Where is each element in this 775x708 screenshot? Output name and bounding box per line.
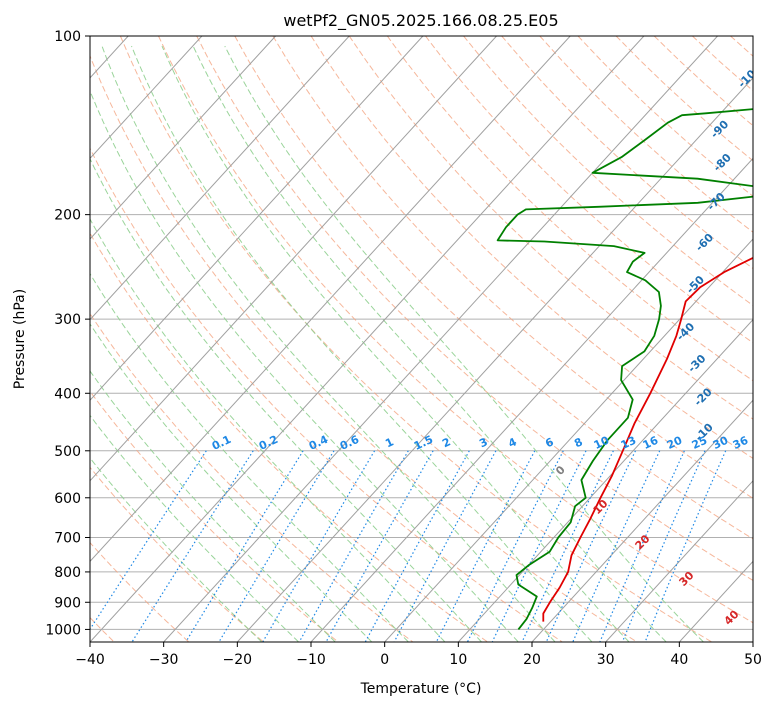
dry-adiabat-line <box>90 54 638 642</box>
y-tick-label: 500 <box>54 444 81 460</box>
y-tick-label: 400 <box>54 386 81 402</box>
x-tick-label: 50 <box>744 652 762 668</box>
y-tick-label: 200 <box>54 208 81 224</box>
y-tick-label: 100 <box>54 29 81 45</box>
axes: −40 −30 −20 −10 0 10 20 30 40 50 100 200 300 400 500 60… <box>45 29 762 668</box>
mixing-ratio-line <box>90 450 207 631</box>
x-tick-label: 10 <box>449 652 467 668</box>
x-tick-label: −20 <box>223 652 253 668</box>
x-tick-label: 30 <box>597 652 615 668</box>
isotherm-line <box>163 36 718 642</box>
x-axis-title: Temperature (°C) <box>360 681 482 697</box>
dry-adiabat-line <box>196 36 753 581</box>
plot-area: -100-90-80-70-60-50-40-30-20-100.1 0.2 0.4… <box>90 36 753 642</box>
isotherm-line <box>90 36 645 642</box>
isotherm-line <box>90 36 276 240</box>
isotherms <box>90 36 753 642</box>
isotherm-line <box>457 318 753 642</box>
moist-adiabat-line <box>90 457 262 642</box>
isotherm-line <box>531 399 753 642</box>
mixing-ratio-line <box>218 450 335 642</box>
mixing-ratio-label: 36 <box>731 434 751 452</box>
mixing-ratio-label: 25 <box>690 434 709 452</box>
mixing-ratio-line <box>393 450 497 642</box>
mixing-ratio-label: 10 <box>592 434 612 452</box>
dry-adiabat-line <box>119 36 712 642</box>
isotherm-line <box>90 36 497 482</box>
dry-adiabat-line <box>386 36 753 382</box>
y-tick-label: 700 <box>54 531 81 547</box>
y-tick-label: 900 <box>54 595 81 611</box>
plot-frame <box>89 35 754 643</box>
isotherm-line <box>90 36 203 160</box>
x-tick-label: 20 <box>523 652 541 668</box>
profile-series <box>496 108 753 630</box>
dry-adiabat-line <box>158 36 753 624</box>
moist-adiabat-line <box>101 45 556 642</box>
y-tick-label: 1000 <box>45 622 81 638</box>
x-tick-label: 40 <box>670 652 688 668</box>
moist-adiabat-line <box>90 323 372 642</box>
mixing-ratio-lines <box>90 450 727 642</box>
x-tick-label: 0 <box>380 652 389 668</box>
temperature-line <box>542 256 753 622</box>
mixing-ratio-line <box>364 450 470 642</box>
isotherm-line <box>90 36 424 401</box>
x-tick-label: −10 <box>296 652 326 668</box>
mixing-ratio-line <box>521 450 614 642</box>
dry-adiabat-line <box>272 36 753 499</box>
moist-adiabat-line <box>224 45 704 642</box>
isotherm-line <box>384 238 753 642</box>
isotherm-line <box>236 77 753 642</box>
dry-adiabat-line <box>90 466 264 642</box>
mixing-ratio-line <box>325 450 434 642</box>
mixing-ratio-line <box>491 450 587 642</box>
isotherm-line <box>310 157 753 642</box>
y-tick-label: 800 <box>54 565 81 581</box>
mixing-ratio-line <box>466 450 564 642</box>
mixing-ratio-line <box>185 450 304 642</box>
mixing-ratio-line <box>435 450 536 642</box>
mixing-ratio-line <box>298 450 409 642</box>
moist-adiabat-line <box>131 45 593 642</box>
moist-adiabats <box>90 45 704 642</box>
mixing-ratio-label: 16 <box>641 434 661 452</box>
chart-title: wetPf2_GN05.2025.166.08.25.E05 <box>283 11 558 31</box>
moist-adiabat-line <box>90 217 446 642</box>
dry-adiabat-line <box>234 36 753 540</box>
y-axis-title: Pressure (hPa) <box>12 289 28 389</box>
mixing-ratio-label: 30 <box>711 434 731 452</box>
x-tick-label: −30 <box>149 652 179 668</box>
mixing-ratio-label: 13 <box>619 434 638 452</box>
moist-adiabat-line <box>161 45 630 642</box>
dry-adiabat-line <box>90 232 488 642</box>
moist-adiabat-line <box>90 370 336 642</box>
dry-adiabat-line <box>425 36 753 344</box>
mixing-ratio-label: 20 <box>665 434 685 452</box>
isotherm-line <box>90 36 571 563</box>
y-tick-label: 300 <box>54 312 81 328</box>
isotherm-line <box>90 36 350 321</box>
moist-adiabat-line <box>90 157 482 642</box>
mixing-ratio-line <box>545 450 637 642</box>
x-tick-label: −40 <box>75 652 105 668</box>
mixing-ratio-line <box>572 450 661 642</box>
dry-adiabat-line <box>463 36 753 307</box>
moist-adiabat-line <box>90 272 409 642</box>
dry-adiabat-line <box>90 312 414 642</box>
dewpoint-line <box>496 108 753 630</box>
dry-adiabat-line <box>90 147 563 642</box>
isotherm-line <box>605 480 753 642</box>
y-tick-label: 600 <box>54 491 81 507</box>
moist-adiabat-line <box>90 89 519 642</box>
moist-adiabat-line <box>90 414 299 642</box>
moist-adiabat-line <box>192 45 667 642</box>
